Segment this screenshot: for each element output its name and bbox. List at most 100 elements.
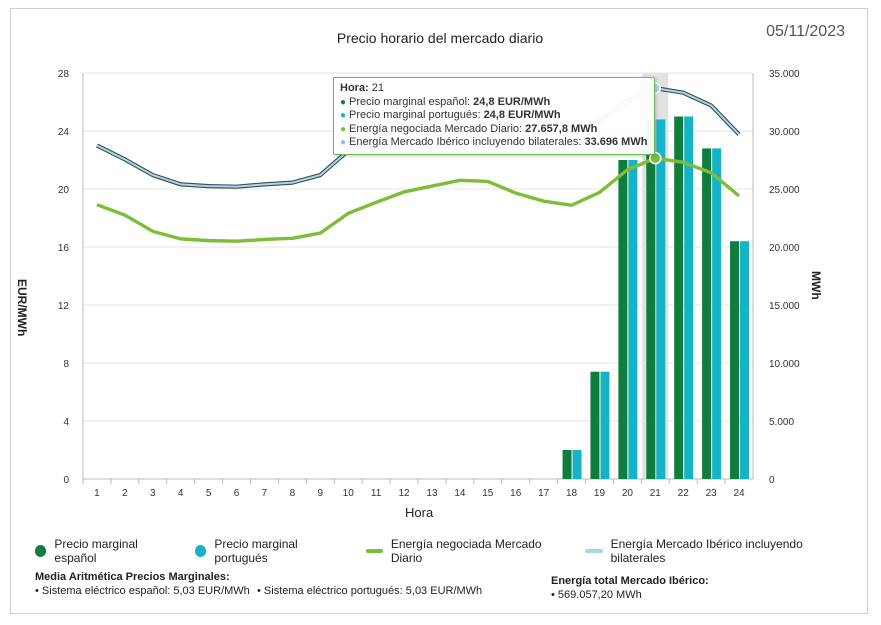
legend-label: Precio marginal español xyxy=(54,537,138,565)
x-tick-label: 24 xyxy=(733,488,745,499)
y-axis-left-title: EUR/MWh xyxy=(15,279,29,337)
y-right-tick-label: 30.000 xyxy=(769,127,800,138)
legend-item-energia-diario[interactable]: Energía negociada Mercado Diario xyxy=(365,537,568,565)
legend-item-precio-pt[interactable]: Precio marginal portugués xyxy=(194,537,348,565)
legend-label: Energía Mercado Ibérico incluyendo bilat… xyxy=(610,537,803,565)
chart-legend: Precio marginal español Precio marginal … xyxy=(35,537,867,565)
y-left-tick-label: 0 xyxy=(63,475,69,486)
x-tick-label: 11 xyxy=(371,488,382,499)
y-right-tick-label: 0 xyxy=(769,475,775,486)
media-title: Media Aritmética Precios Marginales: xyxy=(35,571,230,583)
tooltip-row: ● Precio marginal portugués: 24,8 EUR/MWh xyxy=(340,109,648,123)
y-right-tick-label: 25.000 xyxy=(769,185,800,196)
y-right-tick-label: 5.000 xyxy=(769,417,794,428)
x-tick-label: 7 xyxy=(262,488,268,499)
tooltip-title-label: Hora: xyxy=(340,82,369,94)
y-axis-right-title: MWh xyxy=(809,271,823,300)
media-es: • Sistema eléctrico español: 5,03 EUR/MW… xyxy=(35,585,250,597)
x-tick-label: 3 xyxy=(150,488,156,499)
tooltip-bullet-icon: ● xyxy=(340,96,347,108)
x-tick-label: 6 xyxy=(234,488,240,499)
chart-frame: 05/11/2023 Precio horario del mercado di… xyxy=(10,8,868,614)
tooltip-row: ● Energía Mercado Ibérico incluyendo bila… xyxy=(340,136,648,150)
x-axis-title: Hora xyxy=(405,505,434,520)
tooltip-value: 24,8 EUR/MWh xyxy=(483,109,561,121)
bar-precio-pt xyxy=(712,148,722,479)
legend-item-energia-iberico[interactable]: Energía Mercado Ibérico incluyendo bilat… xyxy=(585,537,849,565)
tooltip-label: Precio marginal portugués: xyxy=(349,109,484,121)
energia-title: Energía total Mercado Ibérico: xyxy=(551,575,709,587)
x-tick-label: 1 xyxy=(94,488,100,499)
bar-precio-es xyxy=(730,241,740,479)
bar-precio-es xyxy=(702,148,712,479)
x-tick-label: 15 xyxy=(482,488,494,499)
bar-precio-es xyxy=(562,450,572,479)
chart-tooltip: Hora: 21 ● Precio marginal español: 24,8 … xyxy=(333,77,655,155)
x-tick-label: 16 xyxy=(510,488,522,499)
bar-precio-pt xyxy=(740,241,750,479)
media-es-text: Sistema eléctrico español: 5,03 EUR/MWh xyxy=(41,585,250,597)
legend-label: Precio marginal portugués xyxy=(214,537,298,565)
tooltip-title: Hora: 21 xyxy=(340,82,648,96)
x-tick-label: 19 xyxy=(594,488,606,499)
x-tick-label: 8 xyxy=(290,488,296,499)
tooltip-label: Energía Mercado Ibérico incluyendo bilat… xyxy=(349,136,585,148)
x-tick-label: 20 xyxy=(622,488,634,499)
x-tick-label: 9 xyxy=(318,488,324,499)
x-tick-label: 18 xyxy=(566,488,578,499)
tooltip-label: Precio marginal español: xyxy=(349,95,474,108)
bar-precio-pt xyxy=(684,116,694,479)
bar-precio-pt xyxy=(628,160,638,479)
tooltip-row: ● Precio marginal español: 24,8 EUR/MWh xyxy=(340,96,648,110)
line-energia-diario xyxy=(96,156,741,243)
y-left-tick-label: 28 xyxy=(58,69,70,80)
legend-line-icon xyxy=(365,549,383,553)
bar-precio-es xyxy=(618,160,628,479)
y-left-tick-label: 16 xyxy=(58,243,70,254)
y-right-tick-label: 20.000 xyxy=(769,243,800,254)
legend-item-precio-es[interactable]: Precio marginal español xyxy=(35,537,177,565)
chart-title: Precio horario del mercado diario xyxy=(336,30,544,46)
x-tick-label: 21 xyxy=(650,488,662,499)
x-tick-label: 14 xyxy=(454,488,466,499)
x-tick-label: 12 xyxy=(398,488,410,499)
tooltip-value: 27.657,8 MWh xyxy=(525,122,598,135)
y-right-tick-label: 35.000 xyxy=(769,69,800,80)
y-right-tick-label: 10.000 xyxy=(769,359,800,370)
y-left-tick-label: 4 xyxy=(63,417,69,428)
tooltip-label: Energía negociada Mercado Diario: xyxy=(349,122,526,135)
legend-label: Energía negociada Mercado Diario xyxy=(390,537,542,565)
y-left-tick-label: 20 xyxy=(58,185,70,196)
x-tick-label: 5 xyxy=(206,488,212,499)
x-tick-label: 17 xyxy=(538,488,550,499)
y-left-tick-label: 24 xyxy=(58,127,70,138)
x-tick-label: 13 xyxy=(426,488,438,499)
legend-dot-icon xyxy=(194,545,207,557)
bar-precio-pt xyxy=(572,450,582,479)
chart-date: 05/11/2023 xyxy=(766,23,845,40)
legend-dot-icon xyxy=(35,545,47,557)
x-tick-label: 2 xyxy=(122,488,128,499)
tooltip-value: 24,8 EUR/MWh xyxy=(473,95,551,108)
x-tick-label: 23 xyxy=(706,488,718,499)
bar-precio-es xyxy=(646,119,656,480)
marker-energia-diario xyxy=(649,151,662,165)
tooltip-bullet-icon: ● xyxy=(340,123,347,135)
bar-precio-es xyxy=(674,116,684,479)
tooltip-row: ● Energía negociada Mercado Diario: 27.65… xyxy=(340,123,648,137)
tooltip-title-value: 21 xyxy=(371,82,385,94)
x-tick-label: 10 xyxy=(343,488,355,499)
tooltip-bullet-icon: ● xyxy=(340,137,347,148)
legend-line-icon xyxy=(585,549,603,553)
bar-precio-pt xyxy=(600,371,610,479)
tooltip-bullet-icon: ● xyxy=(340,110,347,121)
y-right-tick-label: 15.000 xyxy=(769,301,800,312)
y-left-tick-label: 12 xyxy=(58,301,70,312)
media-pt: • Sistema eléctrico portugués: 5,03 EUR/… xyxy=(257,585,483,597)
bar-precio-pt xyxy=(656,119,666,480)
y-left-tick-label: 8 xyxy=(63,359,69,370)
energia-value: • 569.057,20 MWh xyxy=(551,589,642,601)
bar-precio-es xyxy=(590,371,600,479)
x-tick-label: 4 xyxy=(178,488,184,499)
energia-value-text: 569.057,20 MWh xyxy=(557,589,642,601)
